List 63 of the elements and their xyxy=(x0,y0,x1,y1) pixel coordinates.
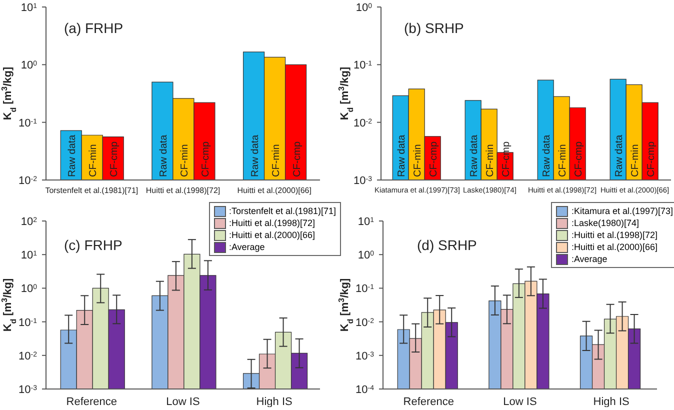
text: CF-min xyxy=(630,144,642,177)
x-tick-label: Reference xyxy=(403,396,454,408)
y-tick-label: 10$^{-2}$ xyxy=(354,117,372,130)
x-tick-label: High IS xyxy=(593,396,630,408)
y-tick-label: 10$^{-2}$ xyxy=(18,175,38,187)
text: (b) SRHP xyxy=(404,20,464,36)
x-tick-label: High IS xyxy=(256,396,292,408)
x-tick-label: Huitti et al.(1998)[72] xyxy=(146,186,220,195)
y-tick-label: 10$^{2}$ xyxy=(20,216,38,228)
text: CF-cmp xyxy=(292,141,303,177)
text: CF-min xyxy=(558,144,569,177)
text: (d) SRHP xyxy=(417,237,477,253)
x-tick-label: Torstenfelt et al.(1981)[71] xyxy=(45,186,138,195)
series-label: CF-min xyxy=(412,144,424,177)
text: (a) FRHP xyxy=(64,20,124,36)
legend-label: :Huitti et al.(2000)[66] xyxy=(228,230,315,240)
legend-label: :Huitti et al.(1998)[72] xyxy=(571,230,658,240)
text: CF-cmp xyxy=(501,141,512,177)
text: CF-min xyxy=(270,144,282,177)
text: Raw data xyxy=(158,134,170,177)
x-tick-label: Huitti et al.(2000)[66] xyxy=(237,186,312,195)
x-tick-label: Low IS xyxy=(503,396,537,408)
text: CF-min xyxy=(179,144,190,177)
legend-label: :Huitti et al.(2000)[66] xyxy=(571,242,658,252)
y-tick-label: 10$^{-4}$ xyxy=(356,384,374,396)
legend-label: :Torstenfelt et al.(1981)[71] xyxy=(228,206,336,216)
series-label: CF-cmp xyxy=(109,141,120,177)
y-tick-label: 10$^{0}$ xyxy=(358,250,374,262)
series-label: CF-cmp xyxy=(428,141,440,177)
legend-label: :Huitti et al.(1998)[72] xyxy=(228,218,315,228)
y-tick-label: 10$^{0}$ xyxy=(20,60,38,72)
y-tick-label: 10$^{1}$ xyxy=(358,216,374,228)
legend-label: :Kitamura et al.(1997)[73] xyxy=(571,206,673,216)
series-label: Raw data xyxy=(67,134,78,177)
y-tick-label: 10$^{-1}$ xyxy=(356,283,374,296)
y-tick-label: 10$^{-1}$ xyxy=(18,117,38,130)
text: CF-cmp xyxy=(200,141,212,177)
y-tick-label: 10$^{0}$ xyxy=(356,2,372,14)
y-tick-label: 10$^{-1}$ xyxy=(18,316,38,329)
y-tick-label: 10$^{-3}$ xyxy=(18,384,38,396)
text: Raw data xyxy=(469,134,480,177)
x-tick-label: Low IS xyxy=(166,396,200,408)
series-label: Raw data xyxy=(396,134,408,177)
series-label: CF-min xyxy=(88,144,100,177)
x-tick-label: Reference xyxy=(66,396,118,408)
y-tick-label: 10$^{1}$ xyxy=(20,2,38,14)
text: CF-cmp xyxy=(646,141,658,177)
text: (c) FRHP xyxy=(64,237,122,253)
legend-label: :Laske(1980)[74] xyxy=(571,218,639,228)
y-tick-label: 10$^{1}$ xyxy=(20,250,38,262)
legend-label: :Average xyxy=(571,254,608,264)
text: Raw data xyxy=(542,134,553,177)
text: CF-cmp xyxy=(574,141,585,177)
text: Raw data xyxy=(614,134,626,177)
y-tick-label: 10$^{-2}$ xyxy=(356,316,374,329)
y-tick-label: 10$^{-2}$ xyxy=(18,350,38,362)
y-tick-label: 10$^{-3}$ xyxy=(354,175,372,187)
y-tick-label: 10$^{-3}$ xyxy=(356,350,374,362)
text: CF-min xyxy=(485,144,496,177)
y-tick-label: 10$^{0}$ xyxy=(20,283,38,296)
legend-label: :Average xyxy=(228,242,265,252)
y-tick-label: 10$^{-1}$ xyxy=(354,60,372,72)
text: Raw data xyxy=(250,134,261,177)
